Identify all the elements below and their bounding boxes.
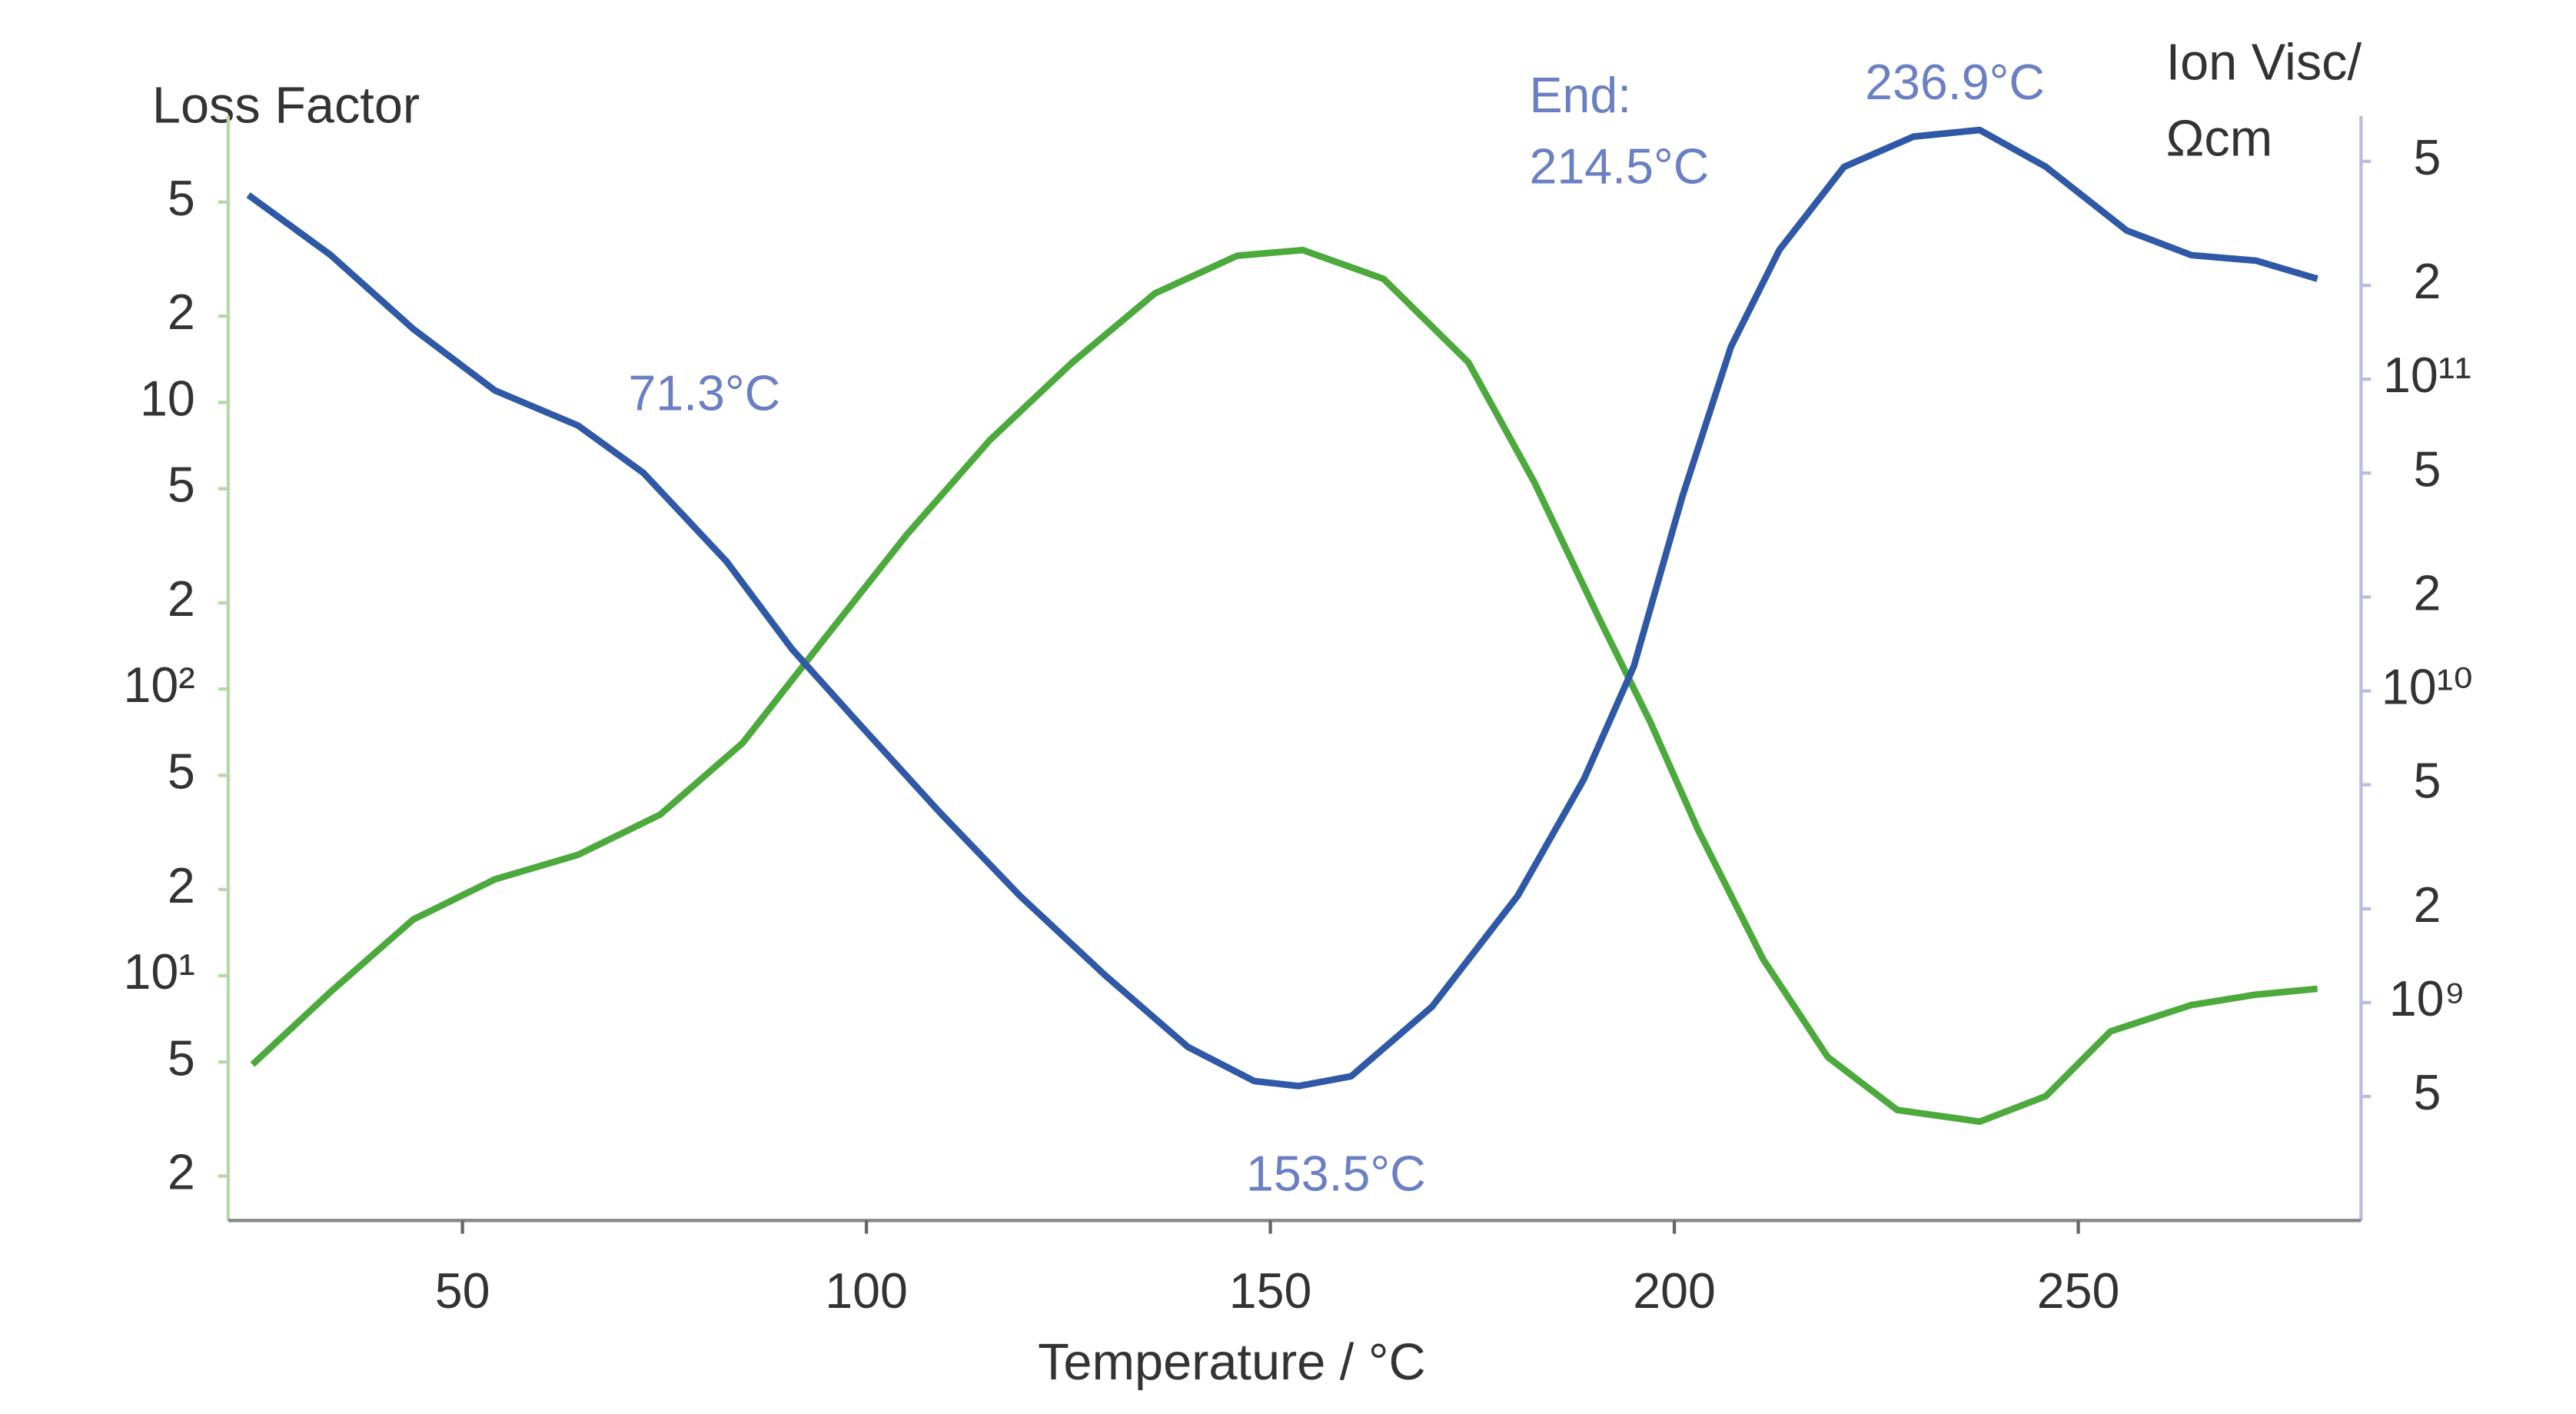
x-tick-label: 150 — [1229, 1263, 1312, 1319]
series-line — [246, 126, 2318, 1090]
y-tick-label: 5 — [168, 744, 195, 799]
y-tick-label: 5 — [168, 171, 195, 226]
y-tick-label: 10² — [124, 657, 195, 713]
y2-axis-title: Ωcm — [2166, 111, 2273, 168]
y2-tick-label: 5 — [2413, 130, 2441, 185]
y2-tick-label: 5 — [2413, 441, 2441, 497]
y2-tick-label: 2 — [2413, 877, 2441, 933]
y-tick-label: 2 — [168, 571, 195, 627]
annotation: End: — [1530, 68, 1632, 123]
y-tick-label: 2 — [168, 858, 195, 913]
y-axis-title: Loss Factor — [152, 78, 420, 135]
y2-tick-label: 10¹⁰ — [2382, 660, 2473, 715]
y2-tick-label: 5 — [2413, 754, 2441, 809]
annotation: 153.5°C — [1246, 1146, 1426, 1201]
y-tick-label: 5 — [168, 457, 195, 513]
y-tick-label: 5 — [168, 1030, 195, 1086]
y2-tick-label: 5 — [2413, 1065, 2441, 1120]
annotation: 71.3°C — [628, 365, 780, 421]
x-tick-label: 50 — [435, 1263, 490, 1319]
x-tick-label: 250 — [2037, 1263, 2120, 1319]
y2-tick-label: 2 — [2413, 566, 2441, 621]
x-tick-label: 100 — [825, 1263, 908, 1319]
y2-tick-label: 10⁹ — [2389, 971, 2465, 1026]
annotation: 214.5°C — [1530, 139, 1710, 195]
y-tick-label: 10¹ — [124, 944, 195, 1000]
annotation: 236.9°C — [1865, 55, 2045, 110]
x-axis-title: Temperature / °C — [1038, 1334, 1426, 1391]
series-line — [250, 246, 2318, 1126]
y-tick-label: 2 — [168, 284, 195, 340]
y-tick-label: 2 — [168, 1145, 195, 1200]
y-tick-label: 10 — [140, 371, 195, 426]
y2-tick-label: 2 — [2413, 254, 2441, 309]
y2-tick-label: 10¹¹ — [2383, 348, 2471, 403]
x-tick-label: 200 — [1633, 1263, 1716, 1319]
y2-axis-title: Ion Visc/ — [2166, 35, 2362, 91]
